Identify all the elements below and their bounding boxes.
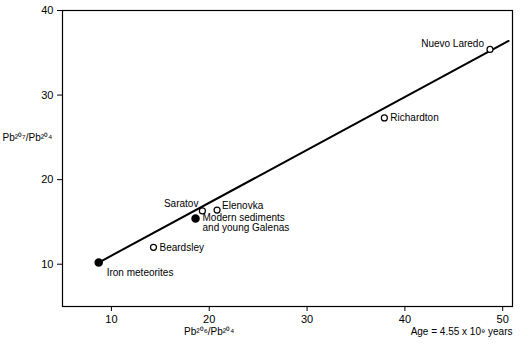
svg-text:40: 40 [399, 313, 411, 325]
svg-text:10: 10 [41, 258, 53, 270]
svg-text:20: 20 [203, 313, 215, 325]
svg-text:50: 50 [497, 313, 509, 325]
svg-text:20: 20 [41, 173, 53, 185]
svg-text:40: 40 [41, 4, 53, 16]
svg-text:Elenovka: Elenovka [222, 200, 264, 211]
svg-text:Pb²⁰⁶/Pb²⁰⁴: Pb²⁰⁶/Pb²⁰⁴ [184, 326, 234, 337]
svg-text:Pb²⁰⁷/Pb²⁰⁴: Pb²⁰⁷/Pb²⁰⁴ [3, 132, 53, 143]
svg-text:Beardsley: Beardsley [159, 242, 203, 253]
svg-text:Iron meteorites: Iron meteorites [107, 267, 174, 278]
svg-text:Nuevo Laredo: Nuevo Laredo [421, 38, 484, 49]
svg-text:10: 10 [105, 313, 117, 325]
svg-text:Age = 4.55 x 10⁹ years: Age = 4.55 x 10⁹ years [411, 326, 513, 337]
svg-text:30: 30 [301, 313, 313, 325]
svg-text:Richardton: Richardton [390, 112, 438, 123]
svg-text:30: 30 [41, 89, 53, 101]
svg-text:Saratov: Saratov [164, 198, 198, 209]
svg-text:Modern sedimentsand young Gale: Modern sedimentsand young Galenas [203, 212, 290, 233]
